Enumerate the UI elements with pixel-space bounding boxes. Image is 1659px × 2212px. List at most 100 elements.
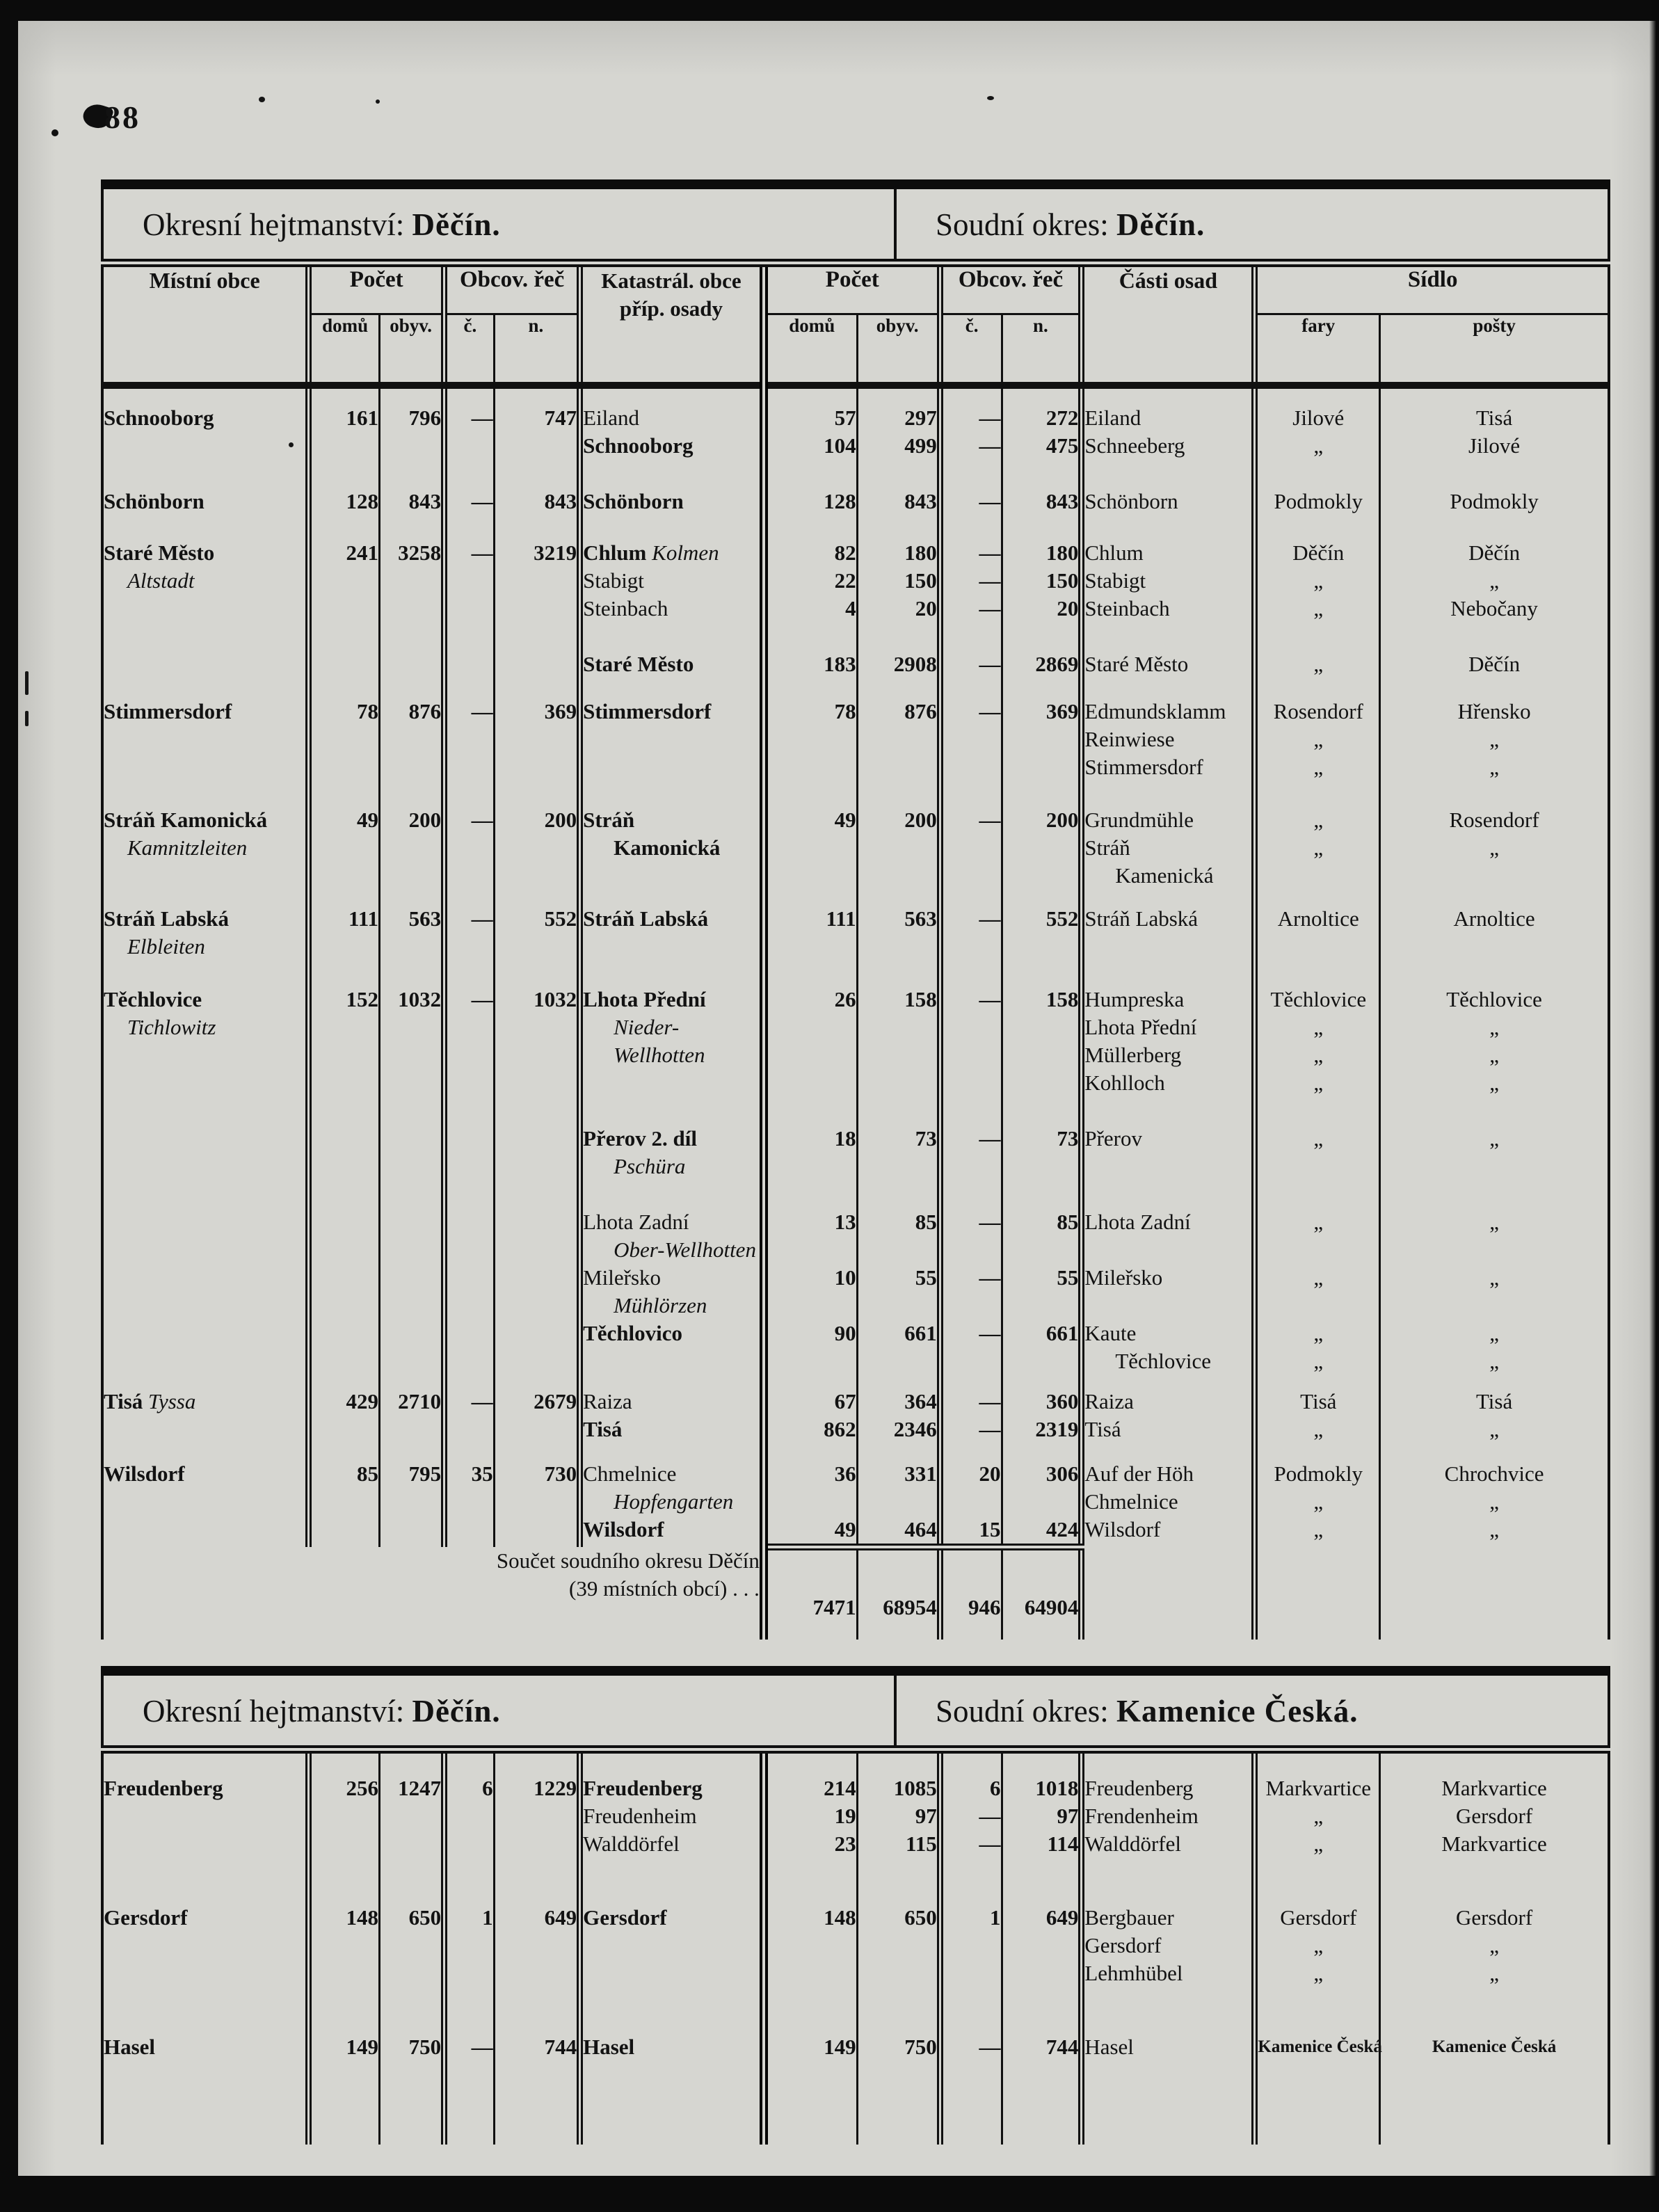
text-line: —	[471, 699, 493, 723]
text-line	[943, 1041, 1001, 1069]
text-run: Lhota Zadní	[583, 1210, 689, 1234]
text-line: „	[1489, 835, 1499, 860]
text-line: 200	[1045, 808, 1079, 832]
text-line	[583, 1932, 760, 1959]
text-run: Staré Město	[583, 652, 694, 676]
text-line: „	[1313, 808, 1324, 832]
text-line: Wilsdorf	[583, 1516, 760, 1544]
text-line: 1	[990, 1905, 1001, 1930]
text-line: „	[1313, 1832, 1324, 1856]
cell-fary: Arnoltice	[1251, 905, 1380, 986]
text-line	[768, 753, 856, 781]
text-line	[943, 1180, 1001, 1208]
text-line	[858, 623, 937, 650]
col-header-c-2: č.	[936, 314, 1002, 389]
text-line	[943, 1488, 1001, 1516]
section-title-band: Okresní hejtmanství: Děčín. Soudní okres:…	[101, 179, 1610, 267]
col-header-casti-osad: Části osad	[1078, 267, 1255, 389]
text-line: 843	[544, 489, 577, 513]
text-line: 180	[904, 540, 937, 565]
col-header-n-2: n.	[1000, 314, 1082, 389]
text-line: „	[1489, 1071, 1499, 1095]
text-line: Mileřsko	[583, 1264, 760, 1292]
text-line	[583, 623, 760, 650]
text-line: 18	[834, 1126, 856, 1151]
spacer-cell	[1000, 2061, 1082, 2145]
text-line: „	[1489, 1417, 1499, 1441]
text-run: Kolmen	[646, 540, 719, 565]
text-run: Obcov. řeč	[459, 267, 565, 292]
cell-domu-2: 82 22 4 183	[759, 539, 858, 698]
text-line: „	[1313, 1804, 1324, 1828]
cell-c-2: —	[936, 806, 1002, 905]
text-line: Kamnitzleiten	[104, 834, 305, 862]
cell-n: 552	[492, 905, 580, 986]
text-line: —	[979, 1265, 1001, 1290]
text-line: „	[1489, 755, 1499, 779]
cell-domu-2: 148	[759, 1904, 858, 2033]
text-line: —	[979, 808, 1001, 832]
text-line: Freudenberg	[104, 1774, 305, 1802]
cell-n: 747	[492, 385, 580, 488]
text-line	[768, 862, 856, 890]
cell-posty: Tisá Jilové	[1379, 385, 1609, 488]
text-line	[858, 1292, 937, 1320]
text-run: Schönborn	[583, 489, 684, 513]
text-line: 796	[408, 406, 442, 430]
cell-posty: Kamenice Česká	[1379, 2033, 1609, 2061]
summary-c: 946	[936, 1544, 1002, 1640]
cell-mistni-obce: Těchlovice Tichlowitz	[102, 986, 309, 1388]
cell-domu: 241	[305, 539, 380, 698]
cell-katastral: Hasel	[577, 2033, 764, 2061]
cell-mistni-obce: Gersdorf	[102, 1904, 309, 2033]
text-line: —	[979, 433, 1001, 458]
spacer-cell	[1379, 2061, 1609, 2145]
text-line: Kohlloch	[1084, 1071, 1165, 1095]
text-line: Katastrál. obce	[601, 269, 742, 293]
text-line: Schnooborg	[104, 404, 305, 432]
text-line: 49	[357, 808, 379, 832]
text-line: 152	[346, 987, 379, 1011]
text-run: Ober-Wellhotten	[614, 1237, 756, 1262]
text-run: Tisá	[104, 1389, 143, 1413]
text-line: 97	[1057, 1804, 1079, 1828]
text-line	[943, 862, 1001, 890]
text-run: Walddörfel	[583, 1832, 680, 1856]
text-line: 200	[408, 808, 442, 832]
text-run: Místní obce	[149, 268, 260, 293]
text-line: 183	[824, 652, 856, 676]
cell-casti-osad: Grundmühle Stráň Kamenická	[1078, 806, 1255, 905]
cell-c: —	[441, 2033, 495, 2061]
text-line: Edmundsklamm	[1084, 699, 1226, 723]
text-line: Auf der Höh	[1084, 1461, 1194, 1486]
summary-domu: 7471	[759, 1544, 858, 1640]
cell-mistni-obce: Freudenberg	[102, 1754, 309, 1904]
text-line: Gersdorf	[1455, 1905, 1533, 1930]
text-line: 148	[824, 1905, 856, 1930]
scan-speck	[25, 711, 29, 726]
text-line	[858, 1153, 937, 1180]
text-line: 67	[834, 1389, 856, 1413]
text-line: —	[979, 1832, 1001, 1856]
text-run: Hasel	[583, 2035, 635, 2059]
cell-n-2: 1018 97 114	[1000, 1754, 1082, 1904]
text-line: Frendenheim	[1084, 1804, 1199, 1828]
text-run: Soudní okres:	[936, 207, 1117, 242]
col-header-domu-2: domů	[759, 314, 858, 389]
text-line: Mühlörzen	[583, 1292, 760, 1320]
text-line: Těchlovice	[1115, 1349, 1212, 1373]
text-run: Obcov. řeč	[958, 267, 1064, 292]
text-line: Hasel	[104, 2033, 305, 2061]
text-run: Freudenheim	[583, 1804, 697, 1828]
text-run: Altstadt	[127, 568, 195, 593]
text-line: (39 místních obcí) . . .	[569, 1576, 760, 1601]
text-line: Humpreska	[1084, 987, 1185, 1011]
text-line: —	[979, 1804, 1001, 1828]
text-line	[858, 1236, 937, 1264]
text-line: 364	[904, 1389, 937, 1413]
text-line: Stráň	[583, 806, 760, 834]
text-line	[1003, 834, 1079, 862]
cell-katastral: Chmelnice Hopfengarten Wilsdorf	[577, 1460, 764, 1547]
text-line: „	[1489, 1210, 1499, 1234]
text-line: 73	[1057, 1126, 1079, 1151]
